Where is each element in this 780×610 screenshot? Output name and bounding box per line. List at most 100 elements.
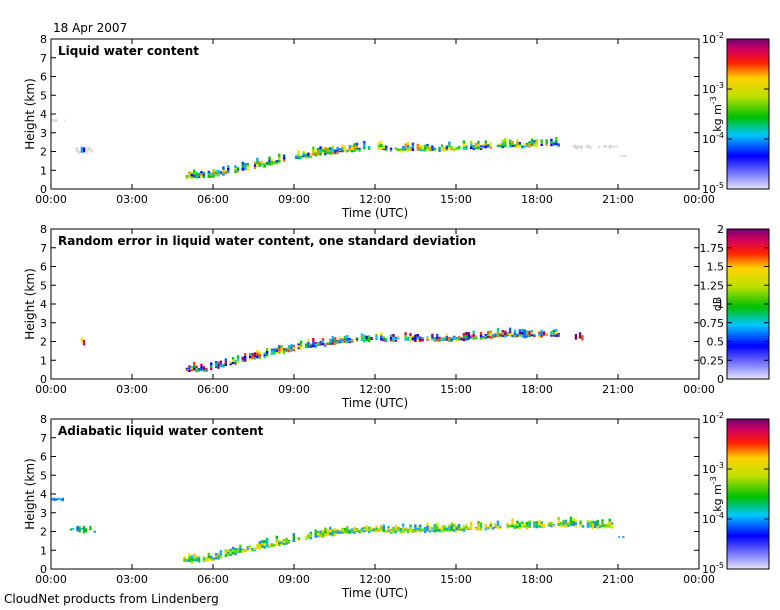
cloud-cell <box>292 344 295 347</box>
cloud-cell <box>375 530 378 533</box>
cloud-cell <box>219 171 223 173</box>
cloud-cell <box>399 529 402 532</box>
cloud-cell <box>282 352 286 355</box>
cloud-cell <box>193 556 196 559</box>
cloud-cell <box>586 525 590 528</box>
x-tick-label: 09:00 <box>278 573 310 586</box>
cloud-cell <box>431 335 434 338</box>
y-tick-label: 5 <box>40 279 47 292</box>
cloud-cell <box>316 147 320 151</box>
cloud-cell <box>348 145 351 148</box>
cloud-cell <box>411 148 415 151</box>
cloud-cell <box>423 527 427 529</box>
cloud-cell <box>236 170 240 173</box>
x-axis-label: Time (UTC) <box>341 206 408 220</box>
cloud-cell <box>351 530 354 532</box>
cloud-cell <box>314 532 317 536</box>
cloud-cell <box>557 144 560 146</box>
cloud-cell <box>613 146 616 148</box>
cloud-cell <box>205 557 208 559</box>
cloud-cell <box>331 335 334 339</box>
cloud-cell <box>248 355 252 359</box>
cloud-cell <box>602 144 605 148</box>
cloud-cell <box>436 528 439 532</box>
cloud-cell <box>394 524 398 528</box>
cloud-cell <box>246 168 249 171</box>
cloud-cell <box>431 528 434 531</box>
cloud-cell <box>457 148 461 151</box>
cloud-cell <box>511 334 514 336</box>
cloud-cell <box>465 528 468 531</box>
cloud-cell <box>385 530 388 532</box>
cloud-cell <box>433 147 436 149</box>
cloud-cell <box>528 332 531 335</box>
cloud-cell <box>399 149 402 152</box>
cloud-cell <box>594 523 597 526</box>
cloud-cell <box>309 536 313 540</box>
cloud-cell <box>487 145 490 147</box>
colorbar-tick-label: 1.5 <box>707 261 725 274</box>
cloud-cell <box>217 361 220 364</box>
cloud-cell <box>455 530 458 533</box>
cloud-cell <box>589 145 592 149</box>
cloud-cell <box>360 335 364 339</box>
cloud-cell <box>248 548 252 551</box>
cloud-cell <box>550 525 553 528</box>
cloud-cell <box>511 142 514 145</box>
cloud-cell <box>248 545 252 547</box>
cloud-cell <box>380 335 383 338</box>
cloud-cell <box>416 336 419 340</box>
panel-1: 0 1 2 3 4 5 6 7 8 00:00 03:00 06:00 09:00 12:00 15:00 1… <box>23 31 770 220</box>
cloud-cell <box>428 146 432 149</box>
cloud-cell <box>511 333 514 335</box>
cloud-cell <box>326 342 330 344</box>
cloud-cell <box>484 143 487 146</box>
cloud-cell <box>326 533 330 536</box>
y-tick-label: 0 <box>40 563 47 576</box>
panel-title: Liquid water content <box>58 44 199 58</box>
cloud-cell <box>375 527 378 530</box>
cloud-cell <box>253 354 257 358</box>
cloud-cell <box>188 369 191 373</box>
cloud-cell <box>244 162 247 166</box>
cloud-cell <box>304 343 308 345</box>
cloud-cell <box>268 546 271 549</box>
cloud-cell <box>380 140 383 144</box>
cloud-cell <box>295 154 298 156</box>
cloud-cell <box>324 150 327 153</box>
cloud-cell <box>426 525 429 529</box>
cloud-cell <box>518 331 521 335</box>
cloud-cell <box>275 160 278 162</box>
cloud-cell <box>550 141 553 144</box>
cloud-cell <box>557 523 560 527</box>
cloud-cell <box>572 518 575 521</box>
cloud-cell <box>183 558 186 560</box>
cloud-cell <box>552 332 556 335</box>
cloud-cell <box>229 361 232 363</box>
x-axis-label: Time (UTC) <box>341 396 408 410</box>
cloud-cell <box>297 537 300 539</box>
cloud-cell <box>265 544 269 548</box>
cloud-cell <box>470 146 473 149</box>
cloud-cell <box>540 525 543 529</box>
plot-frame <box>50 418 700 570</box>
cloud-cell <box>358 530 361 532</box>
cloud-cell <box>501 139 504 143</box>
cloud-cell <box>574 334 577 340</box>
cloud-cell <box>278 348 281 351</box>
cloud-cell <box>273 350 276 353</box>
cloud-cell <box>472 148 475 150</box>
cloud-cell <box>589 522 592 526</box>
cloud-cell <box>585 144 588 149</box>
cloud-cell <box>523 143 526 145</box>
cloud-cell <box>368 147 371 149</box>
cloud-cell <box>265 161 269 163</box>
cloud-cell <box>501 142 504 146</box>
cloud-cell <box>394 336 398 339</box>
x-tick-label: 06:00 <box>197 383 229 396</box>
cloud-cell <box>321 149 325 152</box>
x-tick-label: 18:00 <box>521 383 553 396</box>
cloud-cell <box>433 526 436 530</box>
cloud-cell <box>574 519 577 523</box>
cloud-cell <box>244 549 247 551</box>
